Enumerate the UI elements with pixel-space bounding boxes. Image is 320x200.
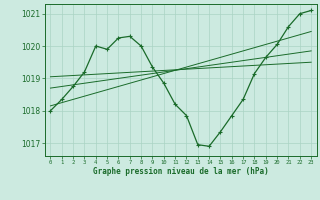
X-axis label: Graphe pression niveau de la mer (hPa): Graphe pression niveau de la mer (hPa) xyxy=(93,167,269,176)
